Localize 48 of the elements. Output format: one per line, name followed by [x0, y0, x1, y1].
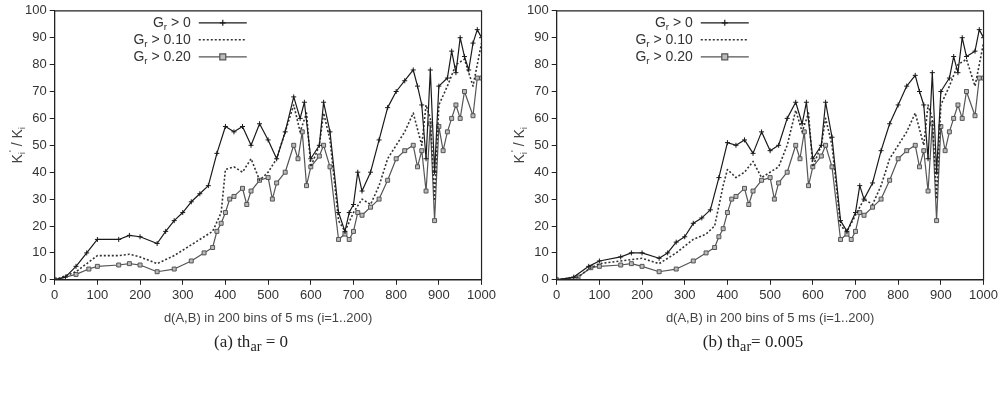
y-tick-label: 40: [533, 163, 549, 179]
x-tick-label: 600: [299, 287, 322, 303]
y-tick-label: 10: [31, 244, 47, 260]
x-tick-label: 1000: [968, 287, 998, 303]
x-tick-label: 500: [758, 287, 781, 303]
x-tick-label: 600: [801, 287, 824, 303]
x-axis-title: d(A,B) in 200 bins of 5 ms (i=1..200): [665, 309, 874, 325]
x-tick-label: 0: [552, 287, 560, 303]
x-tick-label: 400: [716, 287, 738, 303]
x-tick-label: 200: [630, 287, 653, 303]
y-tick-label: 100: [24, 2, 47, 18]
x-tick-label: 800: [886, 287, 909, 303]
y-tick-label: 20: [533, 217, 549, 233]
y-tick-label: 60: [31, 109, 47, 125]
x-tick-label: 100: [588, 287, 610, 303]
x-tick-label: 900: [929, 287, 952, 303]
y-tick-label: 0: [38, 271, 47, 287]
x-tick-label: 200: [128, 287, 151, 303]
x-tick-label: 900: [427, 287, 450, 303]
y-tick-label: 0: [540, 271, 549, 287]
x-tick-label: 0: [50, 287, 58, 303]
y-tick-label: 90: [533, 29, 549, 45]
y-tick-label: 60: [533, 109, 549, 125]
x-tick-label: 1000: [466, 287, 496, 303]
y-tick-label: 70: [533, 83, 549, 99]
y-tick-label: 100: [526, 2, 549, 18]
y-tick-label: 70: [31, 83, 47, 99]
x-tick-label: 700: [844, 287, 866, 303]
x-axis-title: d(A,B) in 200 bins of 5 ms (i=1..200): [163, 309, 372, 325]
x-tick-label: 700: [342, 287, 364, 303]
y-tick-label: 90: [31, 29, 47, 45]
y-tick-label: 40: [31, 163, 47, 179]
text: (b) th$_{ar}$= 0.005: [702, 332, 804, 356]
x-tick-label: 400: [214, 287, 236, 303]
x-tick-label: 500: [256, 287, 279, 303]
y-tick-label: 30: [31, 190, 47, 206]
x-tick-label: 300: [673, 287, 696, 303]
y-tick-label: 30: [533, 190, 549, 206]
y-tick-label: 10: [533, 244, 549, 260]
y-tick-label: 80: [533, 56, 549, 72]
y-tick-label: 20: [31, 217, 47, 233]
y-tick-label: 80: [31, 56, 47, 72]
y-tick-label: 50: [533, 136, 549, 152]
x-tick-label: 800: [384, 287, 407, 303]
text: (a) th$_{ar}$ = 0: [214, 332, 288, 356]
y-tick-label: 50: [31, 136, 47, 152]
x-tick-label: 300: [171, 287, 194, 303]
x-tick-label: 100: [86, 287, 108, 303]
